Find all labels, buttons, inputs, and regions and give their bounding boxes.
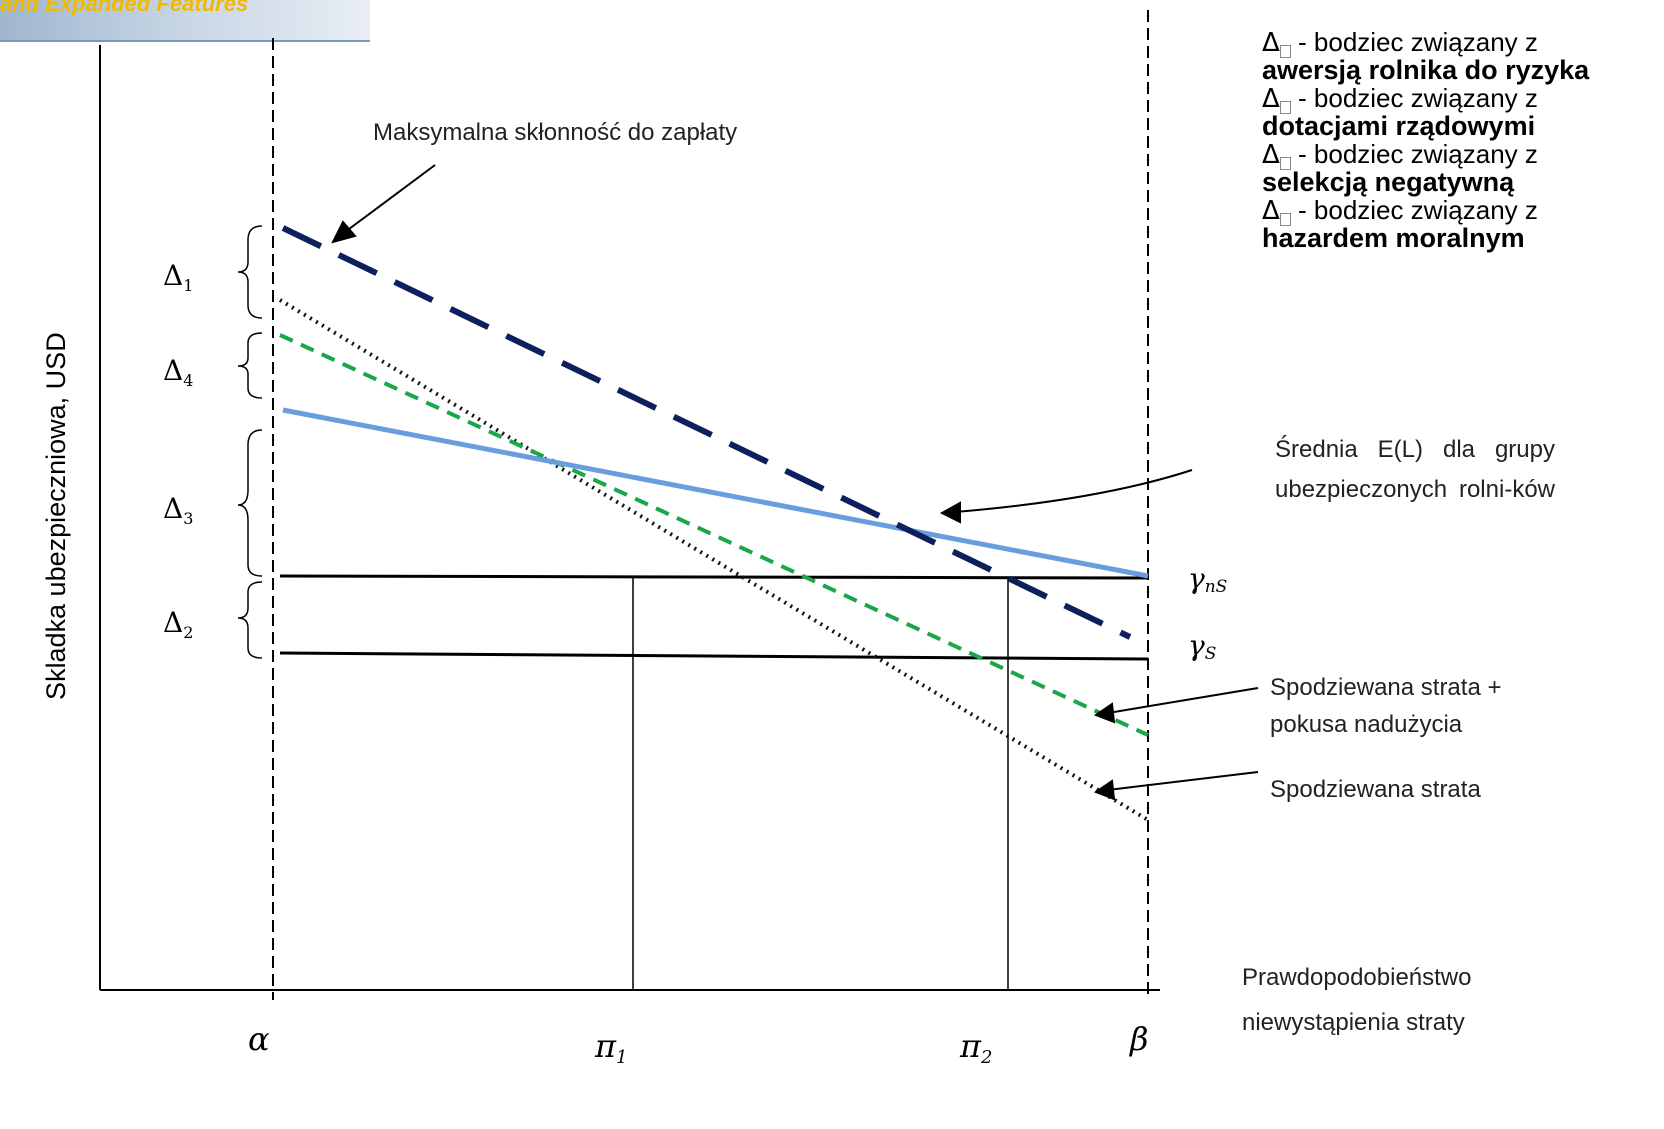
expected-loss-moral-label-2: pokusa nadużycia xyxy=(1270,711,1463,738)
y-axis-label: Skladka ubezpieczniowa, USD xyxy=(41,332,71,700)
max-wtp-line xyxy=(281,225,1132,640)
arrow-max-wtp xyxy=(344,164,436,233)
pi1-label: π1 xyxy=(594,1027,627,1068)
max-wtp-label: Maksymalna skłonność do zapłaty xyxy=(373,119,737,146)
brace-delta4 xyxy=(237,332,263,399)
legend-missing-subscript: ? xyxy=(1279,101,1291,114)
arrow-moral xyxy=(1107,687,1259,714)
arrow-expected-loss xyxy=(1107,771,1259,791)
expected-loss-label: Spodziewana strata xyxy=(1270,776,1481,803)
arrow-mean-el-head xyxy=(939,501,961,524)
legend-entry-moral-hazard: Δ? - bodziec związany z hazardem moralny… xyxy=(1262,195,1538,253)
mean-el-label: Średnia E(L) dla grupy ubezpieczonych ro… xyxy=(1275,436,1555,503)
gamma-ns-label: γnS xyxy=(1188,562,1227,597)
gamma-s-line xyxy=(279,651,1149,661)
delta4-label: Δ4 xyxy=(163,354,193,390)
delta1-label: Δ1 xyxy=(163,259,193,295)
delta-braces xyxy=(237,225,263,659)
pi2-label: π2 xyxy=(959,1027,992,1068)
legend-missing-subscript: ? xyxy=(1279,45,1291,58)
expected-loss-line xyxy=(278,298,1150,822)
arrow-expected-loss-head xyxy=(1093,779,1116,801)
brace-delta2 xyxy=(237,581,263,659)
delta3-label: Δ3 xyxy=(163,492,193,528)
alpha-label: α xyxy=(248,1020,270,1058)
x-caption-2: niewystąpienia straty xyxy=(1242,1009,1465,1036)
legend-missing-subscript: ? xyxy=(1279,213,1291,226)
delta2-label: Δ2 xyxy=(163,606,193,642)
x-caption-1: Prawdopodobieństwo xyxy=(1242,964,1472,991)
legend-entry-risk-aversion: Δ? - bodziec związany z awersją rolnika … xyxy=(1262,27,1590,85)
title-banner: and Expanded Features xyxy=(0,0,370,42)
arrow-mean-el xyxy=(954,469,1193,513)
mean-el-line xyxy=(282,407,1149,579)
legend: Δ? - bodziec związany z awersją rolnika … xyxy=(1262,27,1662,254)
legend-entry-subsidies: Δ? - bodziec związany z dotacjami rządow… xyxy=(1262,83,1538,141)
gamma-s-label: γS xyxy=(1188,629,1216,664)
brace-delta1 xyxy=(237,225,263,319)
brace-delta3 xyxy=(237,429,263,577)
gamma-ns-line xyxy=(279,574,1149,580)
arrow-max-wtp-head xyxy=(331,220,357,244)
legend-entry-adverse-selection: Δ? - bodziec związany z selekcją negatyw… xyxy=(1262,139,1538,197)
banner-text: and Expanded Features xyxy=(0,0,249,16)
beta-label: β xyxy=(1129,1020,1149,1058)
moral-hazard-line xyxy=(279,333,1149,737)
arrow-moral-head xyxy=(1093,702,1116,724)
legend-missing-subscript: ? xyxy=(1279,157,1291,170)
expected-loss-moral-label-1: Spodziewana strata + xyxy=(1270,674,1501,701)
